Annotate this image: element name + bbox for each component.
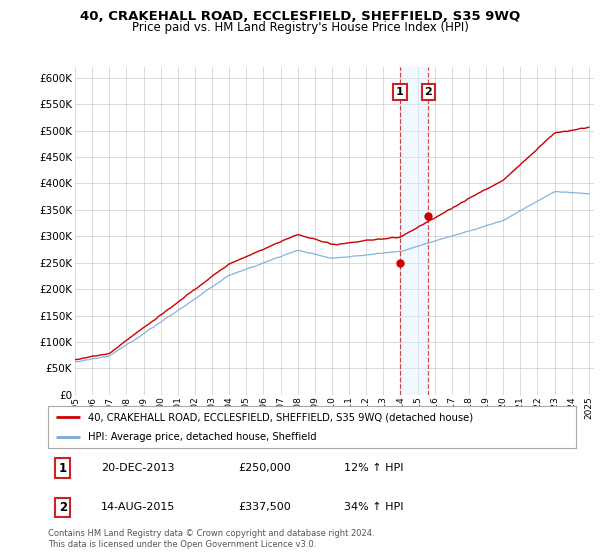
Text: Price paid vs. HM Land Registry's House Price Index (HPI): Price paid vs. HM Land Registry's House … [131,21,469,34]
Text: 2: 2 [59,501,67,514]
Text: £250,000: £250,000 [238,463,291,473]
Text: 14-AUG-2015: 14-AUG-2015 [101,502,175,512]
Text: Contains HM Land Registry data © Crown copyright and database right 2024.
This d: Contains HM Land Registry data © Crown c… [48,529,374,549]
Text: 12% ↑ HPI: 12% ↑ HPI [344,463,403,473]
Text: 2: 2 [424,87,432,97]
Text: 1: 1 [59,461,67,475]
Bar [400,67,428,395]
Text: 1: 1 [396,87,404,97]
Text: 40, CRAKEHALL ROAD, ECCLESFIELD, SHEFFIELD, S35 9WQ: 40, CRAKEHALL ROAD, ECCLESFIELD, SHEFFIE… [80,10,520,23]
Text: 40, CRAKEHALL ROAD, ECCLESFIELD, SHEFFIELD, S35 9WQ (detached house): 40, CRAKEHALL ROAD, ECCLESFIELD, SHEFFIE… [88,412,473,422]
Text: £337,500: £337,500 [238,502,291,512]
Text: HPI: Average price, detached house, Sheffield: HPI: Average price, detached house, Shef… [88,432,316,442]
Text: 34% ↑ HPI: 34% ↑ HPI [344,502,403,512]
Text: 20-DEC-2013: 20-DEC-2013 [101,463,175,473]
